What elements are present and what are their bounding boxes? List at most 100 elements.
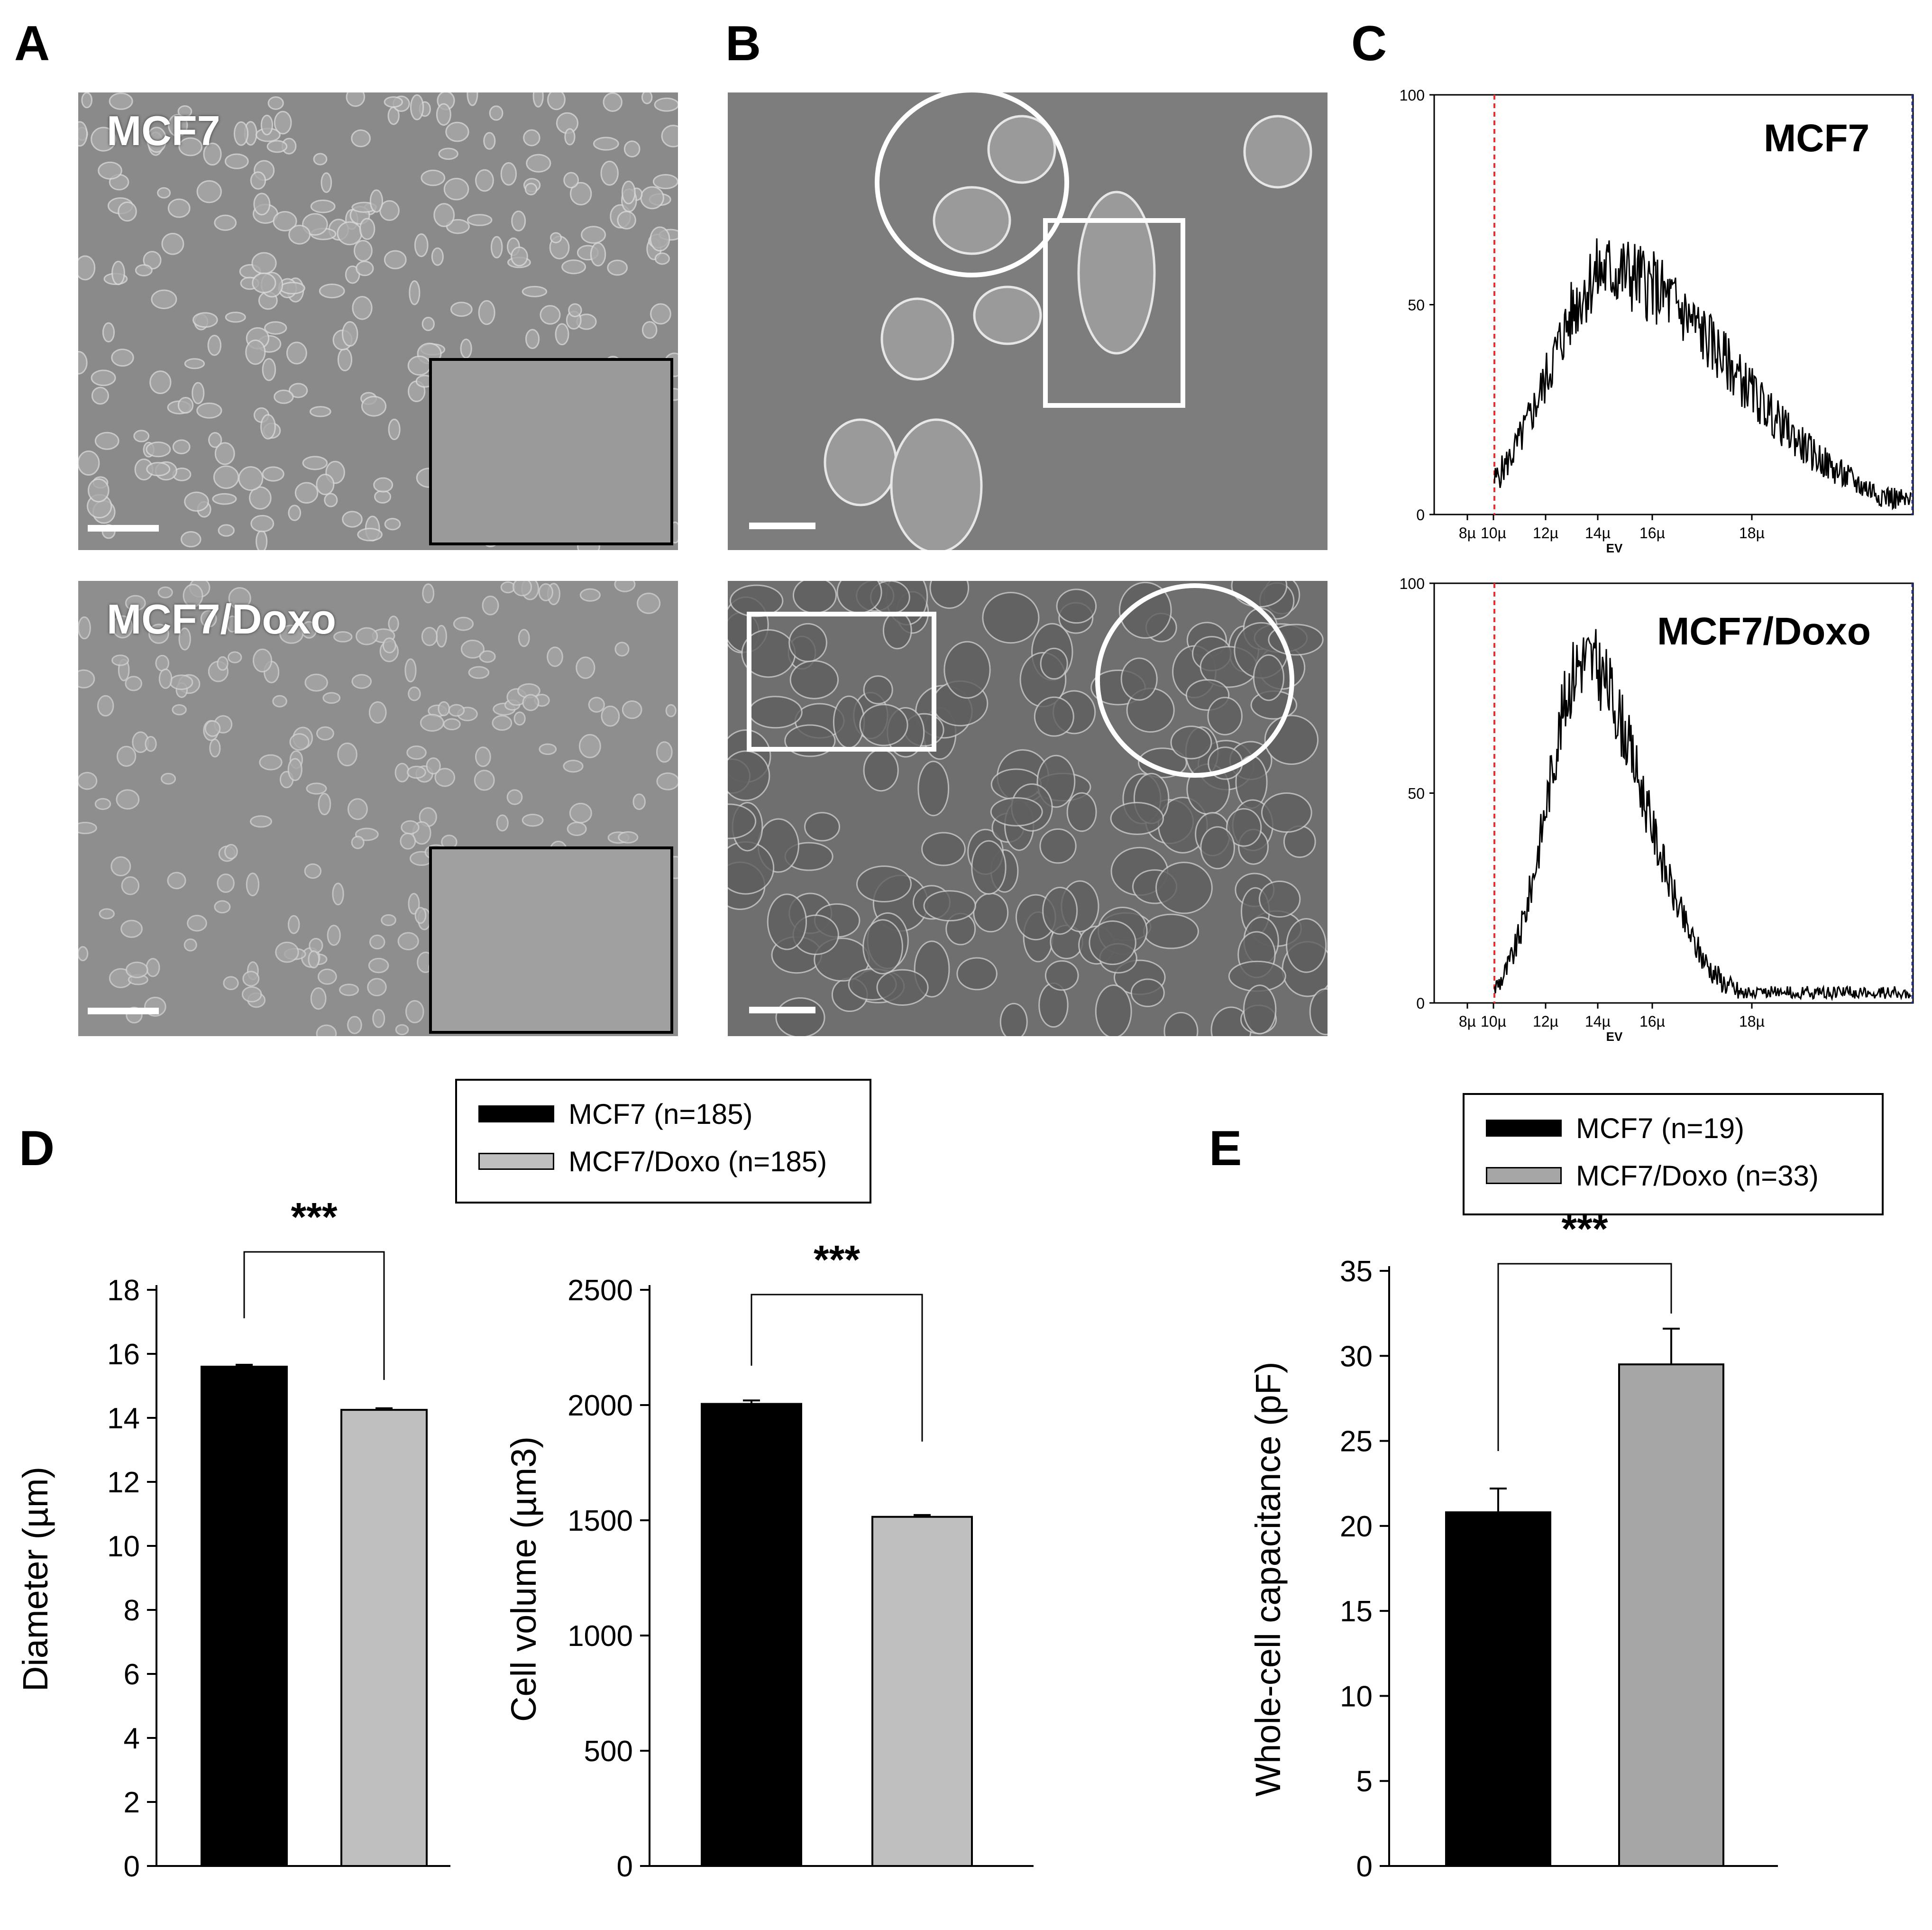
y-tick-label: 100 xyxy=(1400,87,1425,104)
cell-blob xyxy=(496,814,509,832)
cell-blob xyxy=(238,466,264,491)
scale-bar xyxy=(749,1007,815,1013)
cell-blob xyxy=(421,169,446,186)
cell-blob xyxy=(617,211,636,230)
cell-blob xyxy=(467,92,478,106)
bar-chart-capacitance: 0 5 10 15 20 25 30 35 Whole-cell capacitance (pF… xyxy=(1248,1206,1778,1883)
cell-blob xyxy=(78,450,100,476)
micrograph-b-mcf7 xyxy=(728,92,1328,550)
cell-blob xyxy=(539,743,557,755)
cell-blob xyxy=(555,323,569,346)
legend-label: MCF7/Doxo (n=185) xyxy=(568,1145,827,1177)
bar-mcf7-doxo xyxy=(1618,1363,1724,1867)
cell-blob xyxy=(1056,588,1097,624)
cell-blob xyxy=(388,418,401,441)
cell-blob xyxy=(287,758,302,781)
y-tick-label: 12 xyxy=(107,1466,140,1499)
cell-blob xyxy=(490,236,503,258)
cell-blob xyxy=(169,674,193,690)
cell-blob xyxy=(569,182,592,206)
cell-blob xyxy=(249,486,272,510)
cell-blob xyxy=(161,232,184,255)
cell-blob xyxy=(999,1002,1028,1036)
cell-blob xyxy=(422,583,435,604)
cell-blob xyxy=(511,210,526,232)
cell-blob xyxy=(288,505,302,521)
cell-blob xyxy=(337,742,357,767)
cell-blob xyxy=(217,873,235,893)
cell-blob xyxy=(353,239,373,262)
cell-blob xyxy=(523,129,540,147)
legend-swatch xyxy=(478,1105,554,1122)
cell-blob xyxy=(347,1016,362,1034)
cell-blob xyxy=(637,592,661,614)
cell-blob xyxy=(522,285,548,297)
cell-blob xyxy=(1261,792,1312,833)
cell-blob xyxy=(359,218,375,240)
y-tick-label: 10 xyxy=(1340,1680,1373,1713)
cell-blob xyxy=(622,700,642,719)
cell-blob xyxy=(135,264,153,276)
cell-blob xyxy=(352,296,373,320)
cell-blob xyxy=(146,441,171,458)
cell-blob xyxy=(431,247,444,266)
cell-blob xyxy=(641,92,653,104)
cell-blob xyxy=(856,865,912,903)
cell-blob xyxy=(579,588,601,602)
cell-blob xyxy=(151,289,177,309)
cell-blob xyxy=(921,832,966,866)
cell-blob xyxy=(483,132,496,150)
cell-blob xyxy=(116,789,140,810)
cell-blob xyxy=(526,154,551,173)
cell-blob xyxy=(337,221,363,246)
highlight-rectangle xyxy=(1043,218,1185,408)
cell-blob xyxy=(408,893,420,915)
cell-blob xyxy=(333,631,353,643)
cell-blob xyxy=(372,1009,385,1028)
y-tick-label: 15 xyxy=(1340,1595,1373,1628)
cell-blob xyxy=(525,329,540,349)
cell-blob xyxy=(652,174,678,189)
legend-item-doxo: MCF7/Doxo (n=33) xyxy=(1486,1160,1819,1192)
cell-blob xyxy=(409,280,421,305)
x-tick-label: 14µ xyxy=(1585,1013,1611,1030)
significance-bracket xyxy=(243,1251,385,1380)
cell-blob xyxy=(654,97,678,112)
y-tick-label: 16 xyxy=(107,1338,140,1371)
cell-blob xyxy=(125,595,146,611)
cell-blob xyxy=(414,233,429,257)
cell-blob xyxy=(91,369,116,386)
cell-blob xyxy=(341,321,358,347)
cell-blob xyxy=(116,745,137,767)
cell-blob xyxy=(158,668,173,689)
cell-blob xyxy=(433,203,455,227)
cell-blob xyxy=(824,418,897,506)
cell-blob xyxy=(318,793,331,816)
cell-blob xyxy=(160,772,176,785)
cell-blob xyxy=(564,128,576,146)
cell-blob xyxy=(368,957,389,974)
cell-blob xyxy=(302,456,328,470)
cell-blob xyxy=(506,789,523,805)
panel-letter-a: A xyxy=(14,16,50,71)
cell-blob xyxy=(1143,913,1199,949)
cell-blob xyxy=(110,856,131,877)
cell-blob xyxy=(320,172,332,193)
bar-mcf7-doxo xyxy=(340,1409,428,1867)
cell-blob xyxy=(266,140,288,153)
cell-blob xyxy=(177,105,192,118)
cell-blob xyxy=(410,94,424,120)
cell-blob xyxy=(309,406,331,417)
cell-blob xyxy=(327,925,341,946)
micrograph-label: MCF7 xyxy=(107,107,220,154)
cell-blob xyxy=(250,171,266,190)
highlight-circle xyxy=(1095,583,1294,778)
cell-blob xyxy=(1200,826,1235,870)
y-tick-label: 0 xyxy=(1416,506,1425,524)
cell-blob xyxy=(78,946,89,961)
cell-blob xyxy=(267,96,284,110)
cell-blob xyxy=(148,624,169,644)
cell-blob xyxy=(183,938,197,952)
cell-blob xyxy=(1309,988,1328,1036)
cell-blob xyxy=(228,587,251,610)
